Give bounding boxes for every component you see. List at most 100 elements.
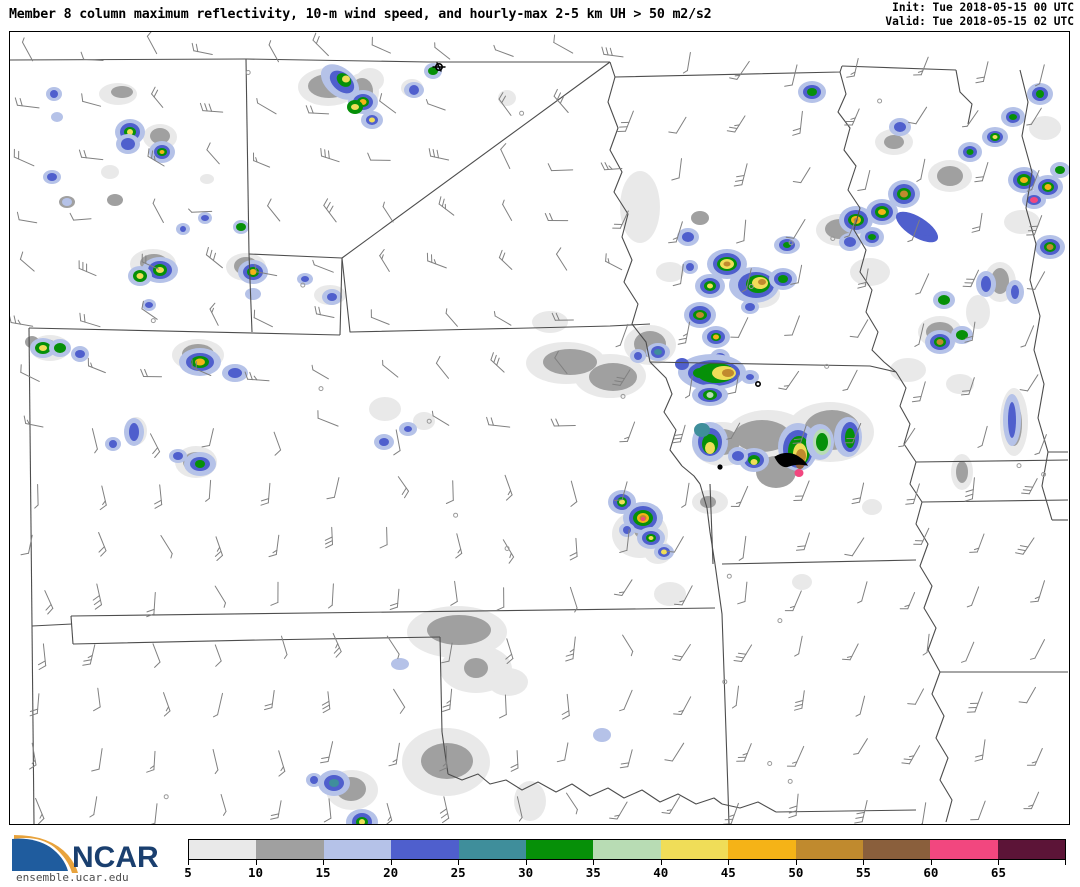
wind-barb (502, 199, 513, 221)
wind-barb (741, 268, 752, 293)
wind-barb (1020, 325, 1035, 348)
colorbar-tickmark (458, 860, 460, 865)
colorbar-swatch (795, 840, 863, 859)
wind-barb (784, 64, 798, 87)
wind-barb (553, 88, 569, 113)
wind-barb (554, 350, 568, 375)
wind-barb (1030, 580, 1045, 603)
wind-barb (160, 535, 173, 559)
wind-barb (727, 374, 739, 395)
wind-barb (901, 745, 921, 765)
wind-barb (566, 792, 578, 815)
ncar-logo: NCAR ensemble.ucar.edu (6, 829, 176, 884)
wind-barb (19, 251, 35, 272)
wind-barb (82, 644, 96, 666)
calm-wind-marker (877, 98, 883, 104)
wind-barb (733, 163, 748, 187)
wind-barb (154, 484, 163, 509)
wind-barb (553, 34, 574, 54)
calm-wind-marker (318, 386, 324, 392)
wind-barb (152, 643, 161, 668)
wind-barb (151, 86, 164, 108)
wind-barb (324, 526, 333, 549)
wind-barb (332, 633, 342, 658)
wind-barb (281, 635, 288, 659)
calm-wind-marker (788, 240, 794, 246)
colorbar-tickmark (1065, 860, 1066, 865)
wind-barb (455, 533, 463, 559)
wind-barb (664, 742, 685, 762)
wind-barb (922, 633, 930, 656)
colorbar-swatch (458, 840, 526, 859)
wind-barb (796, 532, 810, 551)
colorbar-swatch (660, 840, 729, 859)
wind-barb (844, 423, 862, 444)
calm-wind-marker (426, 418, 432, 424)
wind-barb (569, 586, 578, 613)
wind-barb (550, 418, 576, 427)
wind-barb (854, 800, 868, 824)
colorbar-swatch (391, 840, 459, 859)
wind-barb (146, 750, 156, 773)
colorbar-tick-label: 35 (585, 865, 601, 880)
colorbar-swatch (930, 840, 998, 859)
wind-barb (570, 480, 578, 507)
wind-barb (450, 580, 458, 606)
wind-barb (201, 428, 214, 448)
init-time-label: Init: Tue 2018-05-15 00 UTC (892, 1, 1074, 14)
wind-barb (736, 219, 747, 244)
wind-barb (788, 793, 799, 819)
wind-barb (498, 249, 513, 270)
wind-barb (244, 371, 270, 382)
wind-barb (510, 750, 519, 772)
wind-barb (445, 480, 454, 504)
colorbar-tickmark (525, 860, 527, 865)
wind-barb (913, 56, 929, 76)
logo-wordmark: NCAR (72, 841, 159, 874)
wind-barb (730, 485, 749, 507)
wind-barb (38, 643, 47, 670)
wind-barb (668, 116, 687, 134)
wind-barb (188, 208, 213, 213)
wind-barb (971, 212, 983, 233)
wind-barb (98, 532, 107, 557)
wind-barb (146, 592, 156, 618)
page-title: Member 8 column maximum reflectivity, 10… (9, 7, 712, 22)
wind-barb (1035, 64, 1045, 87)
wind-barb (619, 529, 630, 553)
wind-barb (898, 427, 916, 448)
wind-barb (1018, 686, 1036, 704)
wind-barb (1029, 639, 1045, 660)
colorbar-swatch (862, 840, 931, 859)
wind-barb (516, 796, 523, 822)
wind-barb (619, 421, 636, 443)
colorbar-tick-label: 20 (383, 865, 399, 880)
colorbar-tick-label: 30 (518, 865, 534, 880)
forecast-map[interactable] (9, 31, 1070, 825)
colorbar-swatch (525, 840, 594, 859)
calm-wind-marker (163, 794, 169, 800)
wind-barb (78, 149, 104, 161)
calm-wind-marker (722, 679, 728, 685)
wind-barb (205, 479, 212, 502)
wind-barb (150, 433, 161, 458)
wind-barb (1019, 374, 1039, 392)
wind-barb (441, 642, 453, 664)
wind-barb (305, 105, 330, 115)
wind-barb (899, 592, 916, 610)
wind-barb (93, 687, 101, 712)
colorbar-tick-label: 5 (184, 865, 192, 880)
wind-barb (268, 534, 280, 558)
colorbar-tick-label: 15 (315, 865, 331, 880)
wind-barb (500, 143, 511, 169)
colorbar-tick-label: 60 (923, 865, 939, 880)
wind-barb (191, 42, 213, 55)
wind-barb (622, 634, 634, 657)
ncar-url-label: ensemble.ucar.edu (16, 871, 129, 884)
wind-barb (16, 211, 38, 224)
colorbar-tick-label: 50 (788, 865, 804, 880)
wind-barb (505, 638, 514, 664)
wind-barb (431, 410, 450, 426)
wind-barb (661, 796, 681, 814)
wind-barb (191, 359, 212, 376)
